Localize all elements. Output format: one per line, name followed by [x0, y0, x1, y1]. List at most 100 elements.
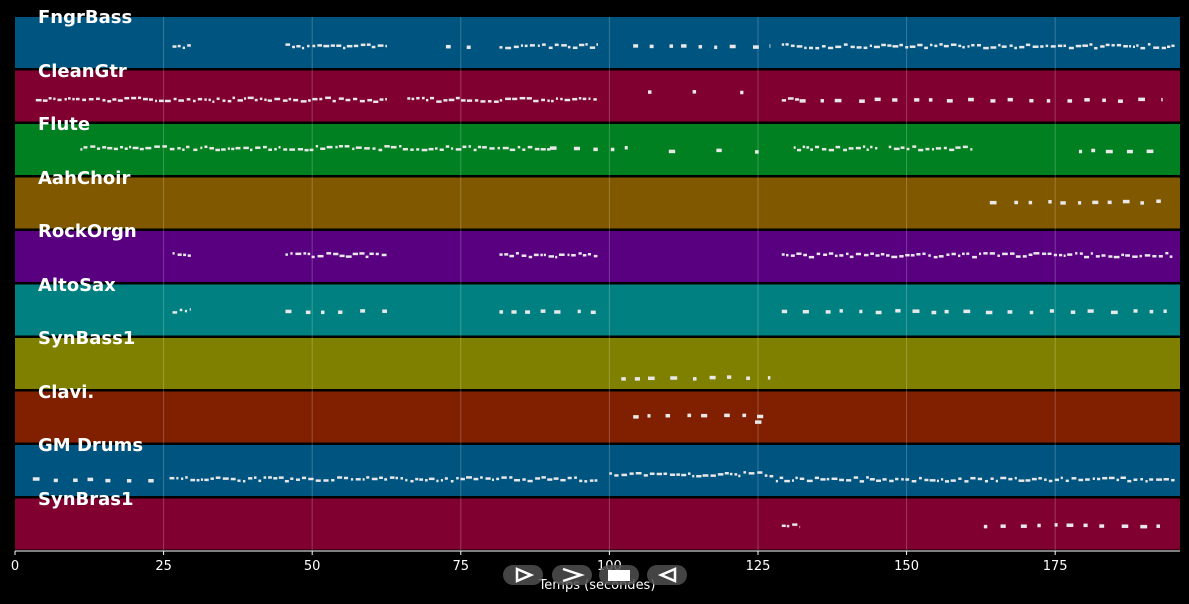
- note: [371, 477, 378, 481]
- note: [1066, 523, 1074, 527]
- note: [112, 98, 117, 101]
- note: [424, 479, 428, 482]
- note: [1068, 46, 1074, 50]
- note: [823, 253, 828, 257]
- note: [976, 43, 981, 47]
- note: [514, 478, 520, 482]
- note: [460, 477, 465, 481]
- note: [290, 252, 293, 255]
- note: [1092, 200, 1099, 205]
- track-label: Flute: [38, 114, 91, 135]
- note: [315, 479, 321, 482]
- note-group-0-0: [172, 44, 191, 50]
- note: [781, 99, 787, 102]
- note: [1101, 254, 1106, 257]
- note: [716, 148, 722, 153]
- note: [922, 252, 926, 256]
- note: [1123, 45, 1128, 48]
- note: [935, 147, 942, 150]
- note: [204, 98, 207, 101]
- note: [881, 43, 886, 47]
- stop-button[interactable]: [599, 565, 639, 585]
- note: [263, 145, 267, 149]
- note: [831, 477, 838, 481]
- note: [1129, 44, 1132, 48]
- note: [169, 147, 175, 151]
- note: [1147, 43, 1151, 46]
- note-group-0-2: [445, 44, 451, 49]
- note: [1054, 478, 1060, 482]
- note: [757, 471, 763, 474]
- note: [804, 46, 807, 50]
- note: [440, 479, 444, 482]
- fast-forward-button[interactable]: [552, 565, 592, 585]
- note: [187, 254, 191, 257]
- note: [474, 99, 479, 102]
- note: [698, 45, 703, 49]
- note: [330, 44, 335, 47]
- track-label: Clavi.: [38, 381, 95, 403]
- note: [577, 309, 581, 314]
- note: [729, 44, 736, 49]
- note: [337, 476, 343, 479]
- note: [208, 98, 211, 102]
- note: [793, 146, 796, 149]
- note: [979, 252, 982, 256]
- note: [863, 253, 869, 257]
- note: [791, 479, 794, 482]
- note: [1121, 253, 1125, 257]
- note: [1019, 45, 1025, 49]
- note: [963, 309, 971, 314]
- note: [1095, 255, 1100, 258]
- track-label: AahChoir: [38, 167, 131, 189]
- note: [1125, 254, 1130, 257]
- note: [493, 100, 499, 103]
- note: [816, 252, 821, 256]
- note: [1105, 43, 1110, 47]
- note: [924, 478, 929, 482]
- note: [940, 478, 944, 481]
- note: [525, 310, 531, 314]
- note: [958, 254, 961, 258]
- note: [989, 200, 997, 205]
- note: [519, 96, 526, 100]
- note: [359, 99, 365, 103]
- note: [53, 478, 58, 483]
- note: [290, 477, 294, 480]
- note: [755, 420, 762, 424]
- note: [567, 476, 572, 480]
- note: [466, 476, 472, 479]
- note: [1014, 476, 1017, 480]
- note: [574, 476, 577, 479]
- note: [326, 252, 332, 255]
- note: [787, 97, 794, 100]
- note: [182, 46, 186, 50]
- note: [859, 309, 863, 314]
- note: [242, 479, 246, 483]
- note: [173, 97, 177, 101]
- note: [649, 472, 655, 475]
- note: [379, 98, 384, 101]
- note: [1153, 46, 1160, 49]
- note: [669, 473, 676, 476]
- note-group-1-0: [35, 96, 387, 104]
- note: [594, 479, 598, 482]
- note: [729, 472, 733, 476]
- track-band-5: [15, 284, 1180, 336]
- play-button[interactable]: [503, 565, 543, 585]
- note: [755, 150, 759, 154]
- note: [1169, 255, 1173, 258]
- rewind-button[interactable]: [647, 565, 687, 585]
- note: [555, 255, 558, 259]
- note: [254, 98, 258, 102]
- note: [806, 146, 810, 149]
- note-group-0-1: [285, 43, 387, 50]
- note: [53, 97, 56, 101]
- note: [385, 97, 387, 101]
- note: [274, 97, 281, 101]
- note: [795, 476, 798, 480]
- note: [308, 99, 311, 102]
- note: [497, 146, 501, 150]
- note: [554, 310, 561, 314]
- note: [1047, 252, 1052, 256]
